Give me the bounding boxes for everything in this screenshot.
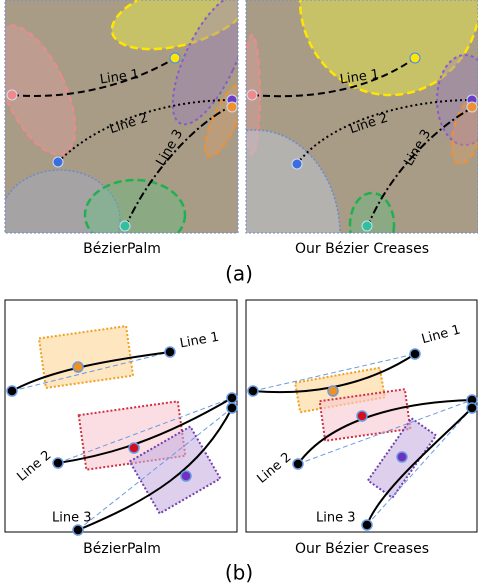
point	[53, 157, 63, 167]
page: Line 1 Line 2 Line 3 Line 1 Line 2 Line …	[0, 0, 478, 585]
point	[227, 102, 237, 112]
point	[7, 386, 17, 396]
caption: BézierPalm	[83, 241, 161, 257]
point	[467, 403, 477, 413]
point	[73, 525, 83, 535]
point	[362, 520, 372, 530]
line-label: Line 3	[52, 511, 92, 526]
figure: Line 1 Line 2 Line 3 Line 1 Line 2 Line …	[0, 0, 478, 585]
point	[181, 471, 191, 481]
panel-label: (b)	[225, 561, 253, 585]
panel-a-left: Line 1 Line 2 Line 3	[0, 0, 262, 270]
caption: Our Bézier Creases	[295, 241, 429, 257]
point	[357, 411, 367, 421]
caption: Our Bézier Creases	[295, 541, 429, 557]
point	[129, 443, 139, 453]
point	[7, 90, 17, 100]
panel-label: (a)	[225, 262, 253, 286]
point	[120, 221, 130, 231]
point	[328, 386, 338, 396]
point	[227, 393, 237, 403]
point	[165, 347, 175, 357]
point	[293, 459, 303, 469]
point	[227, 403, 237, 413]
point	[397, 452, 407, 462]
point	[467, 102, 477, 112]
caption: BézierPalm	[83, 541, 161, 557]
point	[247, 90, 257, 100]
point	[53, 458, 63, 468]
line-label: Line 3	[316, 511, 356, 526]
point	[73, 362, 83, 372]
region	[85, 180, 185, 250]
point	[170, 53, 180, 63]
point	[362, 221, 372, 231]
point	[410, 349, 420, 359]
point	[248, 386, 258, 396]
point	[410, 53, 420, 63]
point	[292, 159, 302, 169]
